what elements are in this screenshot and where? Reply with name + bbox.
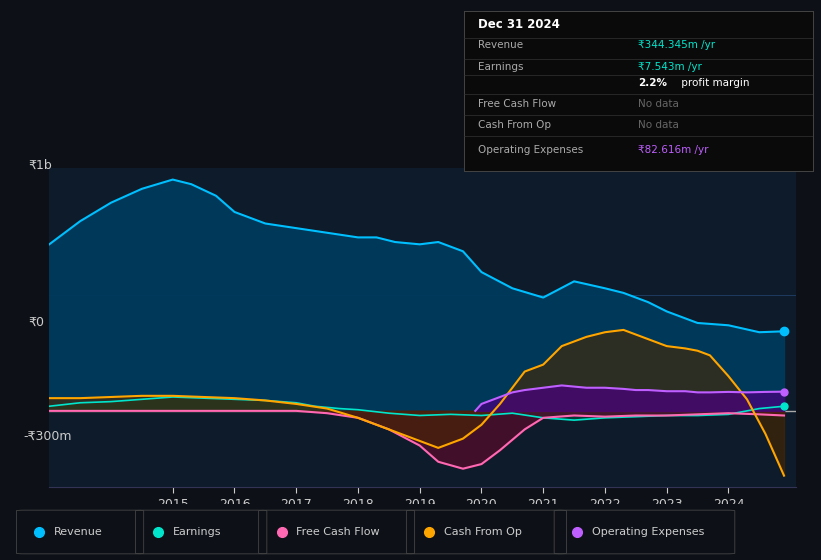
Text: Earnings: Earnings — [173, 527, 222, 537]
Text: Cash From Op: Cash From Op — [444, 527, 522, 537]
Text: Earnings: Earnings — [478, 62, 523, 72]
Text: Cash From Op: Cash From Op — [478, 120, 551, 130]
Text: profit margin: profit margin — [678, 78, 750, 88]
Text: Revenue: Revenue — [54, 527, 103, 537]
Text: Operating Expenses: Operating Expenses — [478, 145, 583, 155]
Text: ₹344.345m /yr: ₹344.345m /yr — [639, 40, 715, 50]
Text: Free Cash Flow: Free Cash Flow — [296, 527, 380, 537]
Text: 2.2%: 2.2% — [639, 78, 667, 88]
Text: Operating Expenses: Operating Expenses — [592, 527, 704, 537]
Text: -₹300m: -₹300m — [23, 430, 71, 444]
Text: No data: No data — [639, 99, 679, 109]
Text: No data: No data — [639, 120, 679, 130]
Text: Revenue: Revenue — [478, 40, 523, 50]
Text: Dec 31 2024: Dec 31 2024 — [478, 17, 560, 31]
Text: ₹82.616m /yr: ₹82.616m /yr — [639, 145, 709, 155]
Text: ₹7.543m /yr: ₹7.543m /yr — [639, 62, 702, 72]
Text: ₹0: ₹0 — [29, 315, 44, 329]
Text: Free Cash Flow: Free Cash Flow — [478, 99, 556, 109]
Text: ₹1b: ₹1b — [29, 158, 53, 172]
